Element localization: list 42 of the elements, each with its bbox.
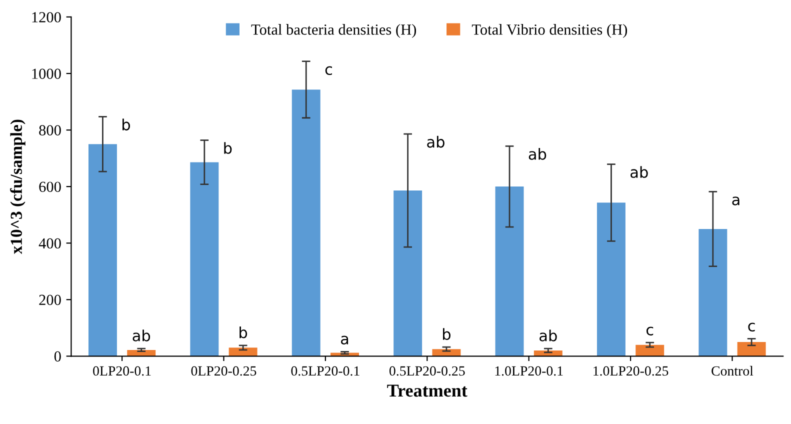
data-label: c xyxy=(748,322,755,332)
x-tick-label: Control xyxy=(712,366,754,376)
data-label: c xyxy=(646,326,654,336)
data-label: ab xyxy=(630,166,648,178)
bar xyxy=(190,162,219,356)
data-label: ab xyxy=(528,148,546,160)
x-tick-label: 1.0LP20-0.25 xyxy=(594,366,668,376)
y-tick-label: 1000 xyxy=(32,68,61,79)
bar xyxy=(698,228,728,356)
y-axis-title: x10^3 (cfu/sample) xyxy=(10,120,26,254)
x-tick-label: 1.0LP20-0.1 xyxy=(495,366,563,376)
y-tick-label: 0 xyxy=(54,351,61,362)
legend-label: Total Vibrio densities (H) xyxy=(472,24,628,38)
bar xyxy=(636,344,664,356)
bar xyxy=(495,186,524,356)
y-tick-label: 600 xyxy=(39,182,61,192)
legend-label: Total bacteria densities (H) xyxy=(251,24,416,38)
x-axis-title: Treatment xyxy=(387,384,468,397)
bar xyxy=(394,190,422,356)
data-label: b xyxy=(224,142,232,154)
data-label: b xyxy=(240,326,248,338)
x-tick-label: 0.5LP20-0.25 xyxy=(389,366,465,376)
bar xyxy=(596,202,626,356)
bar xyxy=(292,90,320,356)
data-label: c xyxy=(325,66,332,76)
y-tick-label: 800 xyxy=(39,125,61,136)
x-tick-label: 0.5LP20-0.1 xyxy=(291,366,360,376)
data-label: a xyxy=(341,336,348,345)
bar xyxy=(228,348,258,356)
data-label: ab xyxy=(132,330,150,342)
x-tick-label: 0LP20-0.1 xyxy=(93,366,151,376)
y-tick-label: 200 xyxy=(39,294,61,306)
bar xyxy=(88,144,117,356)
data-label: b xyxy=(122,118,130,130)
data-label: a xyxy=(732,196,740,206)
data-label: ab xyxy=(427,136,444,148)
data-label: b xyxy=(443,328,450,340)
y-tick-label: 400 xyxy=(38,238,61,249)
y-tick-label: 1200 xyxy=(32,12,61,22)
bar xyxy=(737,342,766,356)
data-label: ab xyxy=(540,330,557,342)
x-tick-label: 0LP20-0.25 xyxy=(191,366,256,376)
